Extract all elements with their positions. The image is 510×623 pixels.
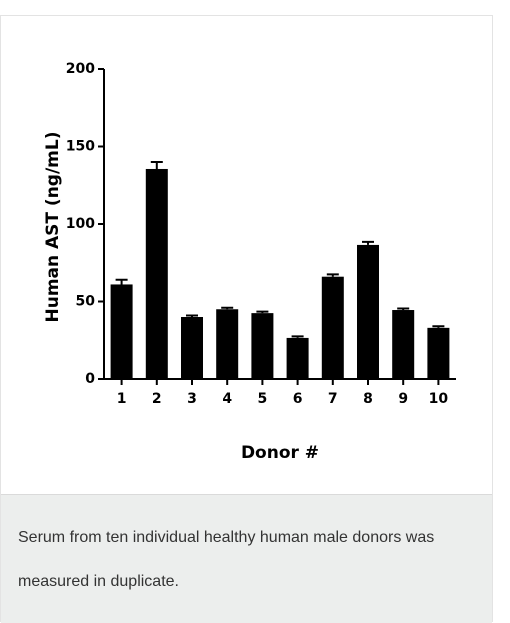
x-axis-label: Donor #: [241, 443, 319, 463]
bar: [145, 168, 168, 379]
x-tick-label: 2: [152, 391, 162, 407]
bar: [321, 276, 344, 379]
bar: [427, 327, 450, 379]
error-bar: [432, 325, 445, 328]
y-tick-label: 50: [76, 294, 96, 310]
caption-area: Serum from ten individual healthy human …: [1, 494, 492, 623]
y-tick-label: 0: [85, 371, 95, 387]
bar: [286, 337, 309, 379]
bar: [251, 313, 274, 379]
y-tick-label: 100: [66, 216, 95, 232]
x-tick-label: 3: [187, 391, 197, 407]
error-bar: [115, 278, 128, 285]
bar: [392, 310, 415, 379]
x-tick-label: 6: [293, 391, 303, 407]
x-tick-label: 9: [398, 391, 408, 407]
bar: [216, 309, 239, 379]
x-tick-label: 7: [328, 391, 338, 407]
x-tick-label: 8: [363, 391, 373, 407]
x-tick-label: 4: [222, 391, 232, 407]
error-bar: [150, 161, 163, 169]
error-bar: [256, 310, 269, 314]
error-bar: [397, 307, 410, 311]
y-tick-label: 150: [66, 139, 95, 155]
bar: [110, 284, 133, 379]
y-axis-label: Human AST (ng/mL): [43, 131, 63, 322]
error-bar: [362, 240, 374, 245]
bar: [357, 244, 379, 379]
bar: [181, 317, 203, 379]
error-bar: [326, 273, 339, 277]
x-tick-label: 1: [117, 391, 127, 407]
chart: Human AST (ng/mL) Donor # 0 50 100 150 200 1 2…: [43, 61, 456, 463]
x-tick-label: 5: [258, 391, 268, 407]
x-tick-label: 10: [429, 391, 449, 407]
error-bar: [221, 306, 234, 310]
error-bar: [186, 314, 198, 317]
figure-card: Human AST (ng/mL) Donor # 0 50 100 150 200 1 2…: [0, 15, 493, 623]
error-bar: [291, 335, 304, 338]
y-tick-label: 200: [66, 61, 95, 77]
caption: Serum from ten individual healthy human …: [18, 529, 435, 590]
